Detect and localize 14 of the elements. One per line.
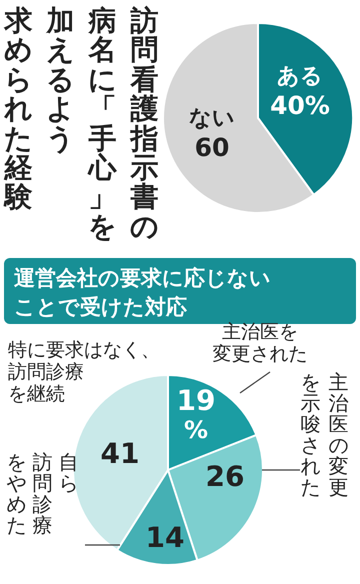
chart-title: 運営会社の要求に応じないことで受けた対応 (14, 266, 271, 319)
data-label: 60 (194, 133, 230, 162)
data-label: 41 (100, 437, 140, 470)
data-label: 40% (270, 91, 330, 120)
category-label: 主治医の変更を示唆された (300, 370, 348, 499)
slice-label: 主治医を変更された (212, 321, 308, 365)
data-label: 26 (206, 460, 244, 493)
slice-label: ない (189, 106, 235, 131)
slice-label: 特に要求はなく、訪問診療を継続 (8, 339, 160, 405)
category-label: 自ら訪問診療をやめた (6, 450, 78, 537)
chart-title: 訪問看護指示書の病名に「手心」を加えるよう求められた経験 (4, 4, 159, 243)
data-label: 14 (146, 521, 184, 554)
slice-label: ある (277, 64, 323, 89)
data-label: 19% (176, 384, 216, 444)
